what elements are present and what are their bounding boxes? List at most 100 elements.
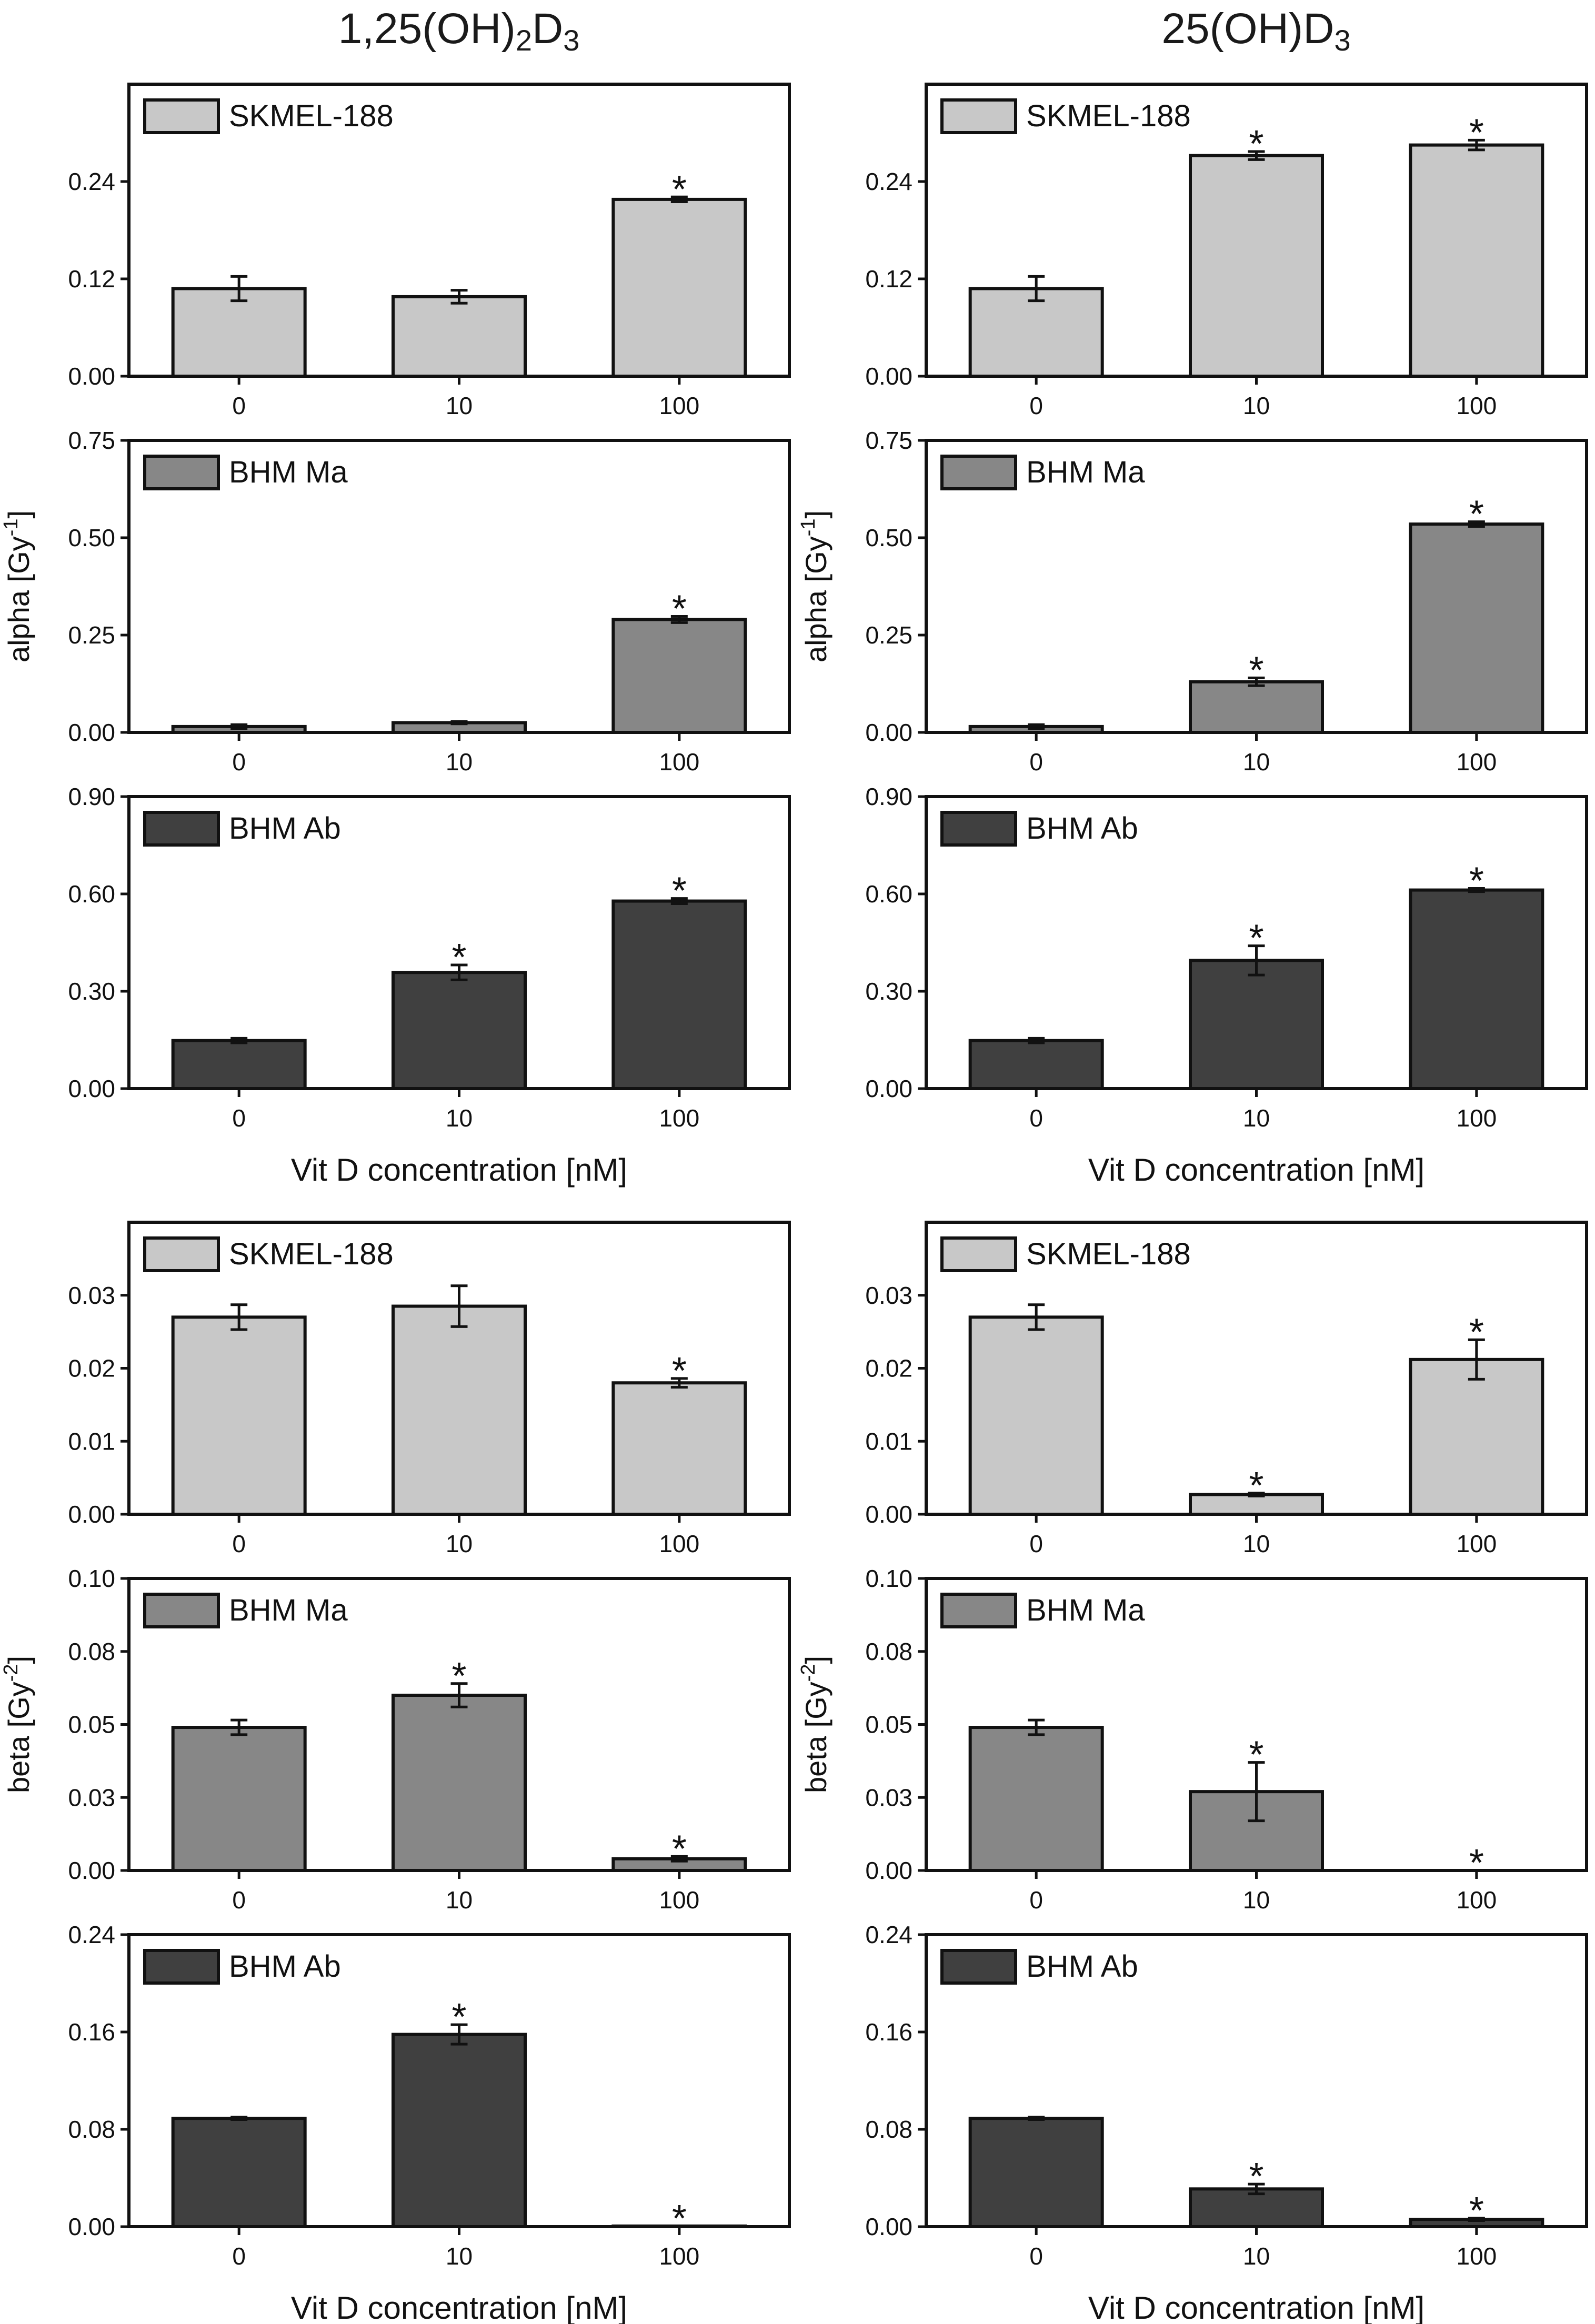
panel-alpha-1-2-ytick-label-3: 0.90 [865,783,912,810]
panel-alpha-0-2-bar-0 [171,1039,307,1090]
panel-beta-0-4-significance-star-10: * [452,1655,466,1697]
panel-beta-1-3-ytick-label-2: 0.02 [865,1355,912,1382]
panel-alpha-0-0-significance-star-100: * [672,168,687,210]
panel-beta-0-5-significance-star-10: * [452,1996,466,2038]
panel-alpha-1-2-bar-100 [1409,888,1544,1090]
panel-alpha-1-0-significance-star-100: * [1469,112,1484,154]
panel-beta-1-5-bar-0 [968,2117,1104,2228]
panel-alpha-1-1-y-axis-label: alpha [Gy-1] [797,510,832,662]
panel-beta-0-3-xtick-label-100: 100 [659,1530,699,1557]
panel-beta-1-3-xtick-label-10: 10 [1243,1530,1270,1557]
panel-beta-0-5-frame [127,1933,791,2228]
panel-beta-0-5-xtick-label-0: 0 [232,2242,246,2270]
panel-beta-0-4-bar-10 [392,1694,527,1872]
panel-alpha-0-2-frame [127,795,791,1090]
panel-alpha-0-2-bar-100 [611,899,747,1090]
column-title-calcidiol: 25(OH)D3 [1161,5,1351,57]
panel-beta-0-3-significance-star-100: * [672,1350,687,1392]
panel-alpha-1-0-xtick-label-100: 100 [1456,392,1497,419]
panel-beta-1-4-significance-star-10: * [1249,1734,1263,1776]
panel-beta-1-3-significance-star-10: * [1249,1465,1263,1507]
panel-beta-1-3-significance-star-100: * [1469,1311,1484,1353]
panel-beta-1-3-frame [925,1221,1588,1516]
panel-beta-1-4-ytick-label-2: 0.05 [865,1711,912,1738]
panel-alpha-1-2-ytick-label-0: 0.00 [865,1075,912,1102]
panel-alpha-0-0-ytick-label-1: 0.12 [68,265,115,293]
panel-alpha-0-0-frame [127,83,791,378]
panel-alpha-0-1-bar-100 [611,618,747,735]
panel-alpha-1-1-ytick-label-2: 0.50 [865,524,912,551]
panel-beta-1-5-bar-10 [1189,2187,1324,2228]
panel-beta-0-3-bar-10 [392,1304,527,1516]
panel-alpha-0-1-xtick-label-0: 0 [232,748,246,776]
panel-alpha-1-2-xtick-label-10: 10 [1243,1104,1270,1132]
panel-beta-0-3-ytick-label-1: 0.01 [68,1427,115,1455]
panel-beta-1-5-x-axis-label: Vit D concentration [nM] [1088,2290,1425,2324]
panel-beta-1-5-legend-label: BHM Ab [1026,1949,1138,1984]
panel-alpha-0-0-legend-label: SKMEL-188 [229,99,394,133]
panel-alpha-1-2-significance-star-10: * [1249,918,1263,960]
panel-alpha-1-1-xtick-label-0: 0 [1029,748,1043,776]
panel-alpha-1-2-significance-star-100: * [1469,860,1484,902]
panel-alpha-0-2-significance-star-100: * [672,870,687,912]
panel-alpha-0-1-xtick-label-10: 10 [446,748,473,776]
panel-beta-0-4-ytick-label-3: 0.08 [68,1638,115,1665]
panel-beta-1-3-legend-swatch [940,1236,1017,1272]
panel-beta-1-4-xtick-label-10: 10 [1243,1886,1270,1914]
panel-beta-1-4-ytick-label-3: 0.08 [865,1638,912,1665]
panel-alpha-0-1-ytick-label-0: 0.00 [68,719,115,746]
panel-beta-1-3-xtick-label-0: 0 [1029,1530,1043,1557]
panel-beta-0-5-xtick-label-10: 10 [446,2242,473,2270]
panel-alpha-1-1-significance-star-100: * [1469,494,1484,536]
panel-beta-1-4-xtick-label-0: 0 [1029,1886,1043,1914]
panel-alpha-1-2-bar-10 [1189,959,1324,1090]
panel-alpha-1-1-frame [925,439,1588,734]
panel-alpha-0-1-xtick-label-100: 100 [659,748,699,776]
panel-beta-0-3-ytick-label-3: 0.03 [68,1282,115,1309]
panel-alpha-0-0-xtick-label-10: 10 [446,392,473,419]
panel-beta-0-4-xtick-label-0: 0 [232,1886,246,1914]
panel-beta-1-3-ytick-label-1: 0.01 [865,1427,912,1455]
panel-alpha-1-2-x-axis-label: Vit D concentration [nM] [1088,1152,1425,1188]
panel-beta-1-4-ytick-label-4: 0.10 [865,1565,912,1592]
panel-beta-1-4-y-axis-label: beta [Gy-2] [797,1656,832,1793]
panel-beta-0-3-ytick-label-0: 0.00 [68,1501,115,1528]
panel-alpha-1-1-xtick-label-10: 10 [1243,748,1270,776]
panel-alpha-1-1-xtick-label-100: 100 [1456,748,1497,776]
panel-alpha-0-0-xtick-label-100: 100 [659,392,699,419]
panel-alpha-0-0-xtick-label-0: 0 [232,392,246,419]
panel-alpha-1-0-ytick-label-1: 0.12 [865,265,912,293]
panel-alpha-0-1-y-axis-label: alpha [Gy-1] [0,510,35,662]
panel-beta-1-4-legend-label: BHM Ma [1026,1593,1145,1627]
panel-beta-0-4-ytick-label-1: 0.03 [68,1784,115,1811]
panel-beta-1-3-ytick-label-3: 0.03 [865,1282,912,1309]
panel-alpha-0-1-significance-star-100: * [672,588,687,630]
panel-alpha-1-2-bar-0 [968,1039,1104,1090]
panel-beta-0-3-ytick-label-2: 0.02 [68,1355,115,1382]
panel-alpha-1-2-ytick-label-1: 0.30 [865,978,912,1005]
panel-beta-1-4-legend-swatch [940,1593,1017,1628]
panel-alpha-1-2-xtick-label-100: 100 [1456,1104,1497,1132]
panel-beta-1-4-ytick-label-0: 0.00 [865,1857,912,1884]
panel-beta-1-5-xtick-label-10: 10 [1243,2242,1270,2270]
panel-alpha-0-0-ytick-label-0: 0.00 [68,363,115,390]
panel-beta-0-5-xtick-label-100: 100 [659,2242,699,2270]
panel-beta-0-5-legend-swatch [143,1949,220,1985]
panel-beta-0-4-legend-swatch [143,1593,220,1628]
panel-alpha-1-2-xtick-label-0: 0 [1029,1104,1043,1132]
panel-alpha-1-0-significance-star-10: * [1249,123,1263,165]
panel-alpha-0-0-bar-100 [611,197,747,378]
panel-alpha-0-2-x-axis-label: Vit D concentration [nM] [291,1152,627,1188]
panel-beta-0-4-frame [127,1577,791,1872]
panel-alpha-0-2-ytick-label-0: 0.00 [68,1075,115,1102]
panel-beta-0-3-legend-label: SKMEL-188 [229,1237,394,1271]
panel-beta-0-4-xtick-label-10: 10 [446,1886,473,1914]
panel-beta-0-3-bar-100 [611,1381,747,1516]
panel-beta-1-5-significance-star-10: * [1249,2156,1263,2198]
panel-alpha-0-2-ytick-label-2: 0.60 [68,880,115,908]
panel-alpha-1-1-legend-label: BHM Ma [1026,455,1145,489]
panel-beta-1-5-significance-star-100: * [1469,2190,1484,2232]
panel-alpha-0-2-legend-swatch [143,811,220,847]
panel-beta-0-4-significance-star-100: * [672,1828,687,1870]
panel-beta-0-5-ytick-label-1: 0.08 [68,2116,115,2143]
